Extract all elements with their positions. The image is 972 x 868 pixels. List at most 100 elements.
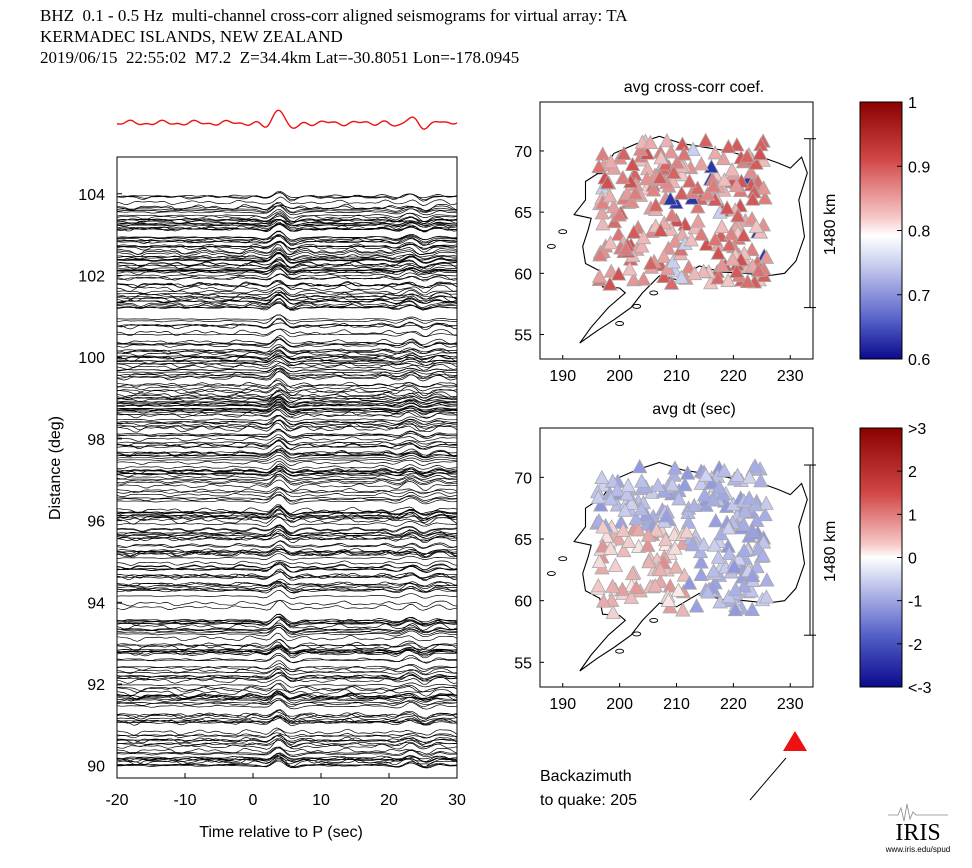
seismogram-trace <box>116 735 458 744</box>
header-line-1: BHZ 0.1 - 0.5 Hz multi-channel cross-cor… <box>40 6 628 25</box>
station-marker <box>716 462 732 478</box>
seismogram-trace <box>116 419 458 432</box>
station-marker <box>753 472 769 488</box>
station-marker <box>628 579 644 595</box>
station-marker <box>705 563 722 578</box>
seismogram-panel: -20 -10 0 10 20 30 90 92 94 96 98 100 102 104 <box>78 156 466 809</box>
station-marker <box>681 173 698 188</box>
seismogram-trace <box>116 379 458 388</box>
seismogram-trace <box>116 415 458 426</box>
seismogram-trace <box>116 205 458 216</box>
seismogram-xtick: 20 <box>380 792 398 809</box>
seismogram-trace <box>116 455 458 463</box>
seismogram-trace <box>117 445 458 456</box>
station-marker <box>624 156 641 171</box>
station-marker <box>648 522 665 537</box>
station-marker <box>664 207 680 222</box>
seismogram-ytick: 90 <box>87 759 105 776</box>
station-marker <box>635 271 652 286</box>
station-marker <box>658 507 675 523</box>
station-marker <box>679 465 696 480</box>
seismogram-trace <box>116 756 458 767</box>
seismogram-trace <box>116 757 458 768</box>
station-marker <box>758 249 775 264</box>
seismogram-trace <box>116 265 457 273</box>
station-marker <box>714 218 730 234</box>
station-marker <box>757 506 773 522</box>
colorbar-tick: -1 <box>908 594 922 611</box>
station-marker <box>594 205 610 220</box>
seismogram-trace <box>116 544 458 556</box>
station-marker <box>693 475 709 490</box>
seismogram-trace <box>116 247 458 256</box>
seismogram-trace <box>116 534 458 542</box>
seismogram-trace <box>116 358 458 366</box>
station-marker <box>660 592 677 607</box>
seismogram-trace <box>116 529 458 539</box>
seismogram-trace <box>116 211 458 223</box>
station-marker <box>624 565 641 581</box>
station-marker <box>650 477 666 492</box>
station-marker <box>686 265 703 281</box>
station-marker <box>744 601 760 617</box>
seismogram-trace <box>116 469 457 477</box>
seismogram-trace <box>116 355 458 367</box>
seismogram-trace <box>116 622 458 634</box>
station-marker <box>663 275 680 290</box>
map-avg-dt: 1480 km 190 200 210 220 230 55 60 65 70 <box>514 427 839 713</box>
seismogram-trace <box>116 406 458 416</box>
station-marker <box>611 531 627 546</box>
station-marker <box>595 593 612 608</box>
map-xtick: 220 <box>720 696 747 713</box>
station-marker <box>590 489 607 504</box>
seismogram-trace <box>116 368 458 375</box>
seismogram-xtick: -20 <box>105 792 128 809</box>
map-ytick: 70 <box>514 144 532 161</box>
seismogram-trace <box>116 291 458 300</box>
seismogram-trace <box>116 190 458 199</box>
seismogram-trace <box>116 509 458 522</box>
colorbar-tick: -2 <box>908 637 922 654</box>
station-marker <box>635 229 652 245</box>
seismogram-trace <box>116 408 458 419</box>
header-line-2: KERMADEC ISLANDS, NEW ZEALAND <box>40 27 343 46</box>
colorbar-tick: 0.6 <box>908 352 930 369</box>
map-xtick: 220 <box>720 368 747 385</box>
station-marker <box>729 137 745 152</box>
station-marker <box>605 604 621 619</box>
seismogram-trace <box>116 487 458 495</box>
seismogram-trace <box>116 740 457 748</box>
station-marker <box>668 559 684 574</box>
seismogram-trace <box>116 675 458 685</box>
station-marker <box>663 144 679 159</box>
seismogram-trace <box>116 203 458 212</box>
seismogram-trace <box>116 540 458 549</box>
seismogram-trace <box>116 328 458 338</box>
station-marker <box>604 578 621 593</box>
seismogram-trace <box>116 389 458 399</box>
seismogram-trace <box>116 517 457 528</box>
seismogram-trace <box>116 738 458 748</box>
station-marker <box>736 516 752 531</box>
station-marker <box>631 458 648 474</box>
seismogram-trace <box>116 652 458 664</box>
station-marker <box>721 588 737 604</box>
seismogram-trace <box>116 660 458 671</box>
seismogram-trace <box>116 571 458 581</box>
station-marker <box>707 145 723 160</box>
seismogram-trace <box>116 268 457 279</box>
seismogram-trace <box>116 404 458 411</box>
station-marker <box>696 487 713 502</box>
seismogram-trace <box>116 580 458 593</box>
seismogram-trace <box>116 506 458 516</box>
station-marker <box>616 145 632 161</box>
station-marker <box>624 193 640 209</box>
station-marker <box>595 519 611 534</box>
station-marker <box>641 554 657 569</box>
station-marker <box>634 238 650 253</box>
seismogram-trace <box>116 415 458 423</box>
seismogram-ytick: 100 <box>78 350 105 367</box>
seismogram-trace <box>116 450 458 459</box>
seismogram-trace <box>116 241 458 253</box>
